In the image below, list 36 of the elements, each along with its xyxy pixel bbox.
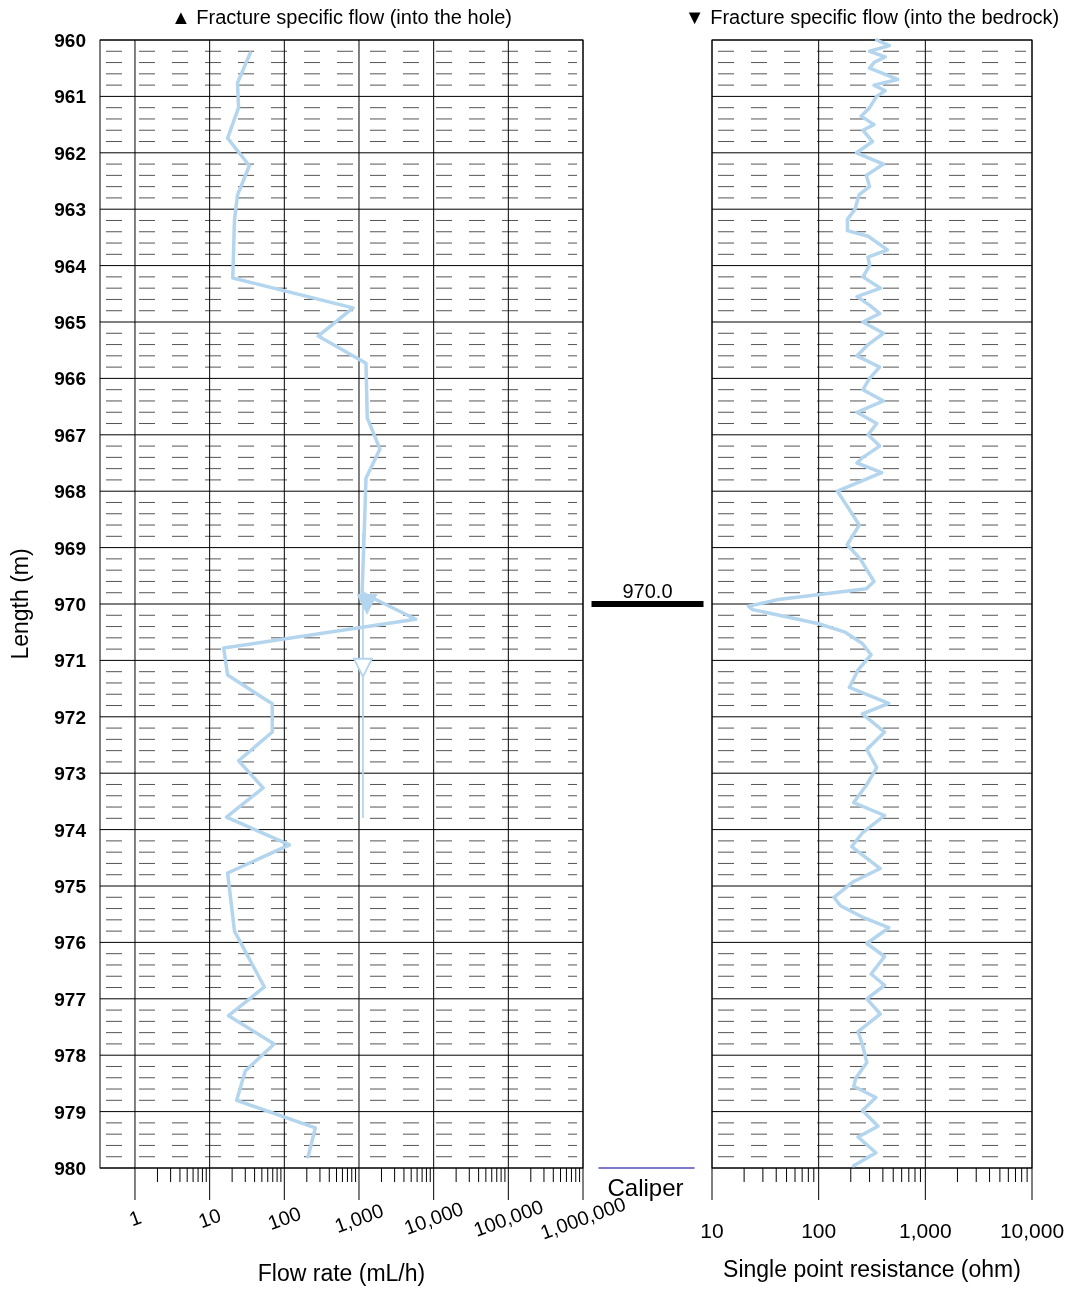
x-tick-label: 10 — [700, 1219, 724, 1242]
x-tick-label: 100 — [264, 1201, 304, 1235]
y-tick-label: 966 — [54, 368, 86, 390]
y-tick-label: 968 — [54, 481, 86, 503]
y-tick-label: 979 — [54, 1101, 86, 1123]
text: ▲ Fracture specific flow (into the hole) — [170, 6, 513, 28]
x-tick-label: 1,000 — [331, 1199, 387, 1237]
y-tick-label: 970 — [54, 594, 86, 615]
x-tick-label: 1,000 — [899, 1219, 952, 1242]
x-tick-label: 1 — [125, 1205, 144, 1231]
text: ▼ Fracture specific flow (into the bedrock) — [684, 6, 1060, 28]
x-tick-label: 10 — [195, 1203, 224, 1233]
y-tick-label: 965 — [54, 312, 87, 333]
x-axis-title: Flow rate (mL/h) — [257, 1260, 426, 1286]
y-axis-title: Length (m) — [7, 548, 33, 660]
y-tick-label: 976 — [54, 932, 86, 954]
x-tick-label: 10,000 — [999, 1219, 1065, 1242]
x-axis-title: Single point resistance (ohm) — [723, 1256, 1021, 1282]
x-tick-label: 10,000 — [401, 1197, 467, 1239]
y-tick-label: 967 — [54, 424, 86, 446]
y-tick-label: 980 — [54, 1158, 86, 1179]
y-tick-label: 974 — [54, 819, 87, 841]
y-tick-label: 969 — [54, 537, 86, 559]
y-tick-label: 972 — [54, 706, 86, 728]
y-tick-label: 962 — [54, 142, 86, 164]
y-tick-label: 977 — [54, 988, 86, 1010]
y-tick-label: 960 — [54, 30, 86, 51]
y-tick-label: 971 — [54, 650, 87, 672]
y-tick-label: 963 — [54, 199, 86, 221]
y-tick-label: 961 — [54, 86, 87, 108]
y-tick-label: 964 — [54, 255, 87, 277]
ref-line-label: 970.0 — [622, 580, 673, 602]
y-tick-label: 973 — [54, 763, 86, 785]
y-tick-label: 978 — [54, 1045, 86, 1067]
y-tick-label: 975 — [54, 876, 87, 897]
x-tick-label: 100 — [801, 1219, 837, 1242]
